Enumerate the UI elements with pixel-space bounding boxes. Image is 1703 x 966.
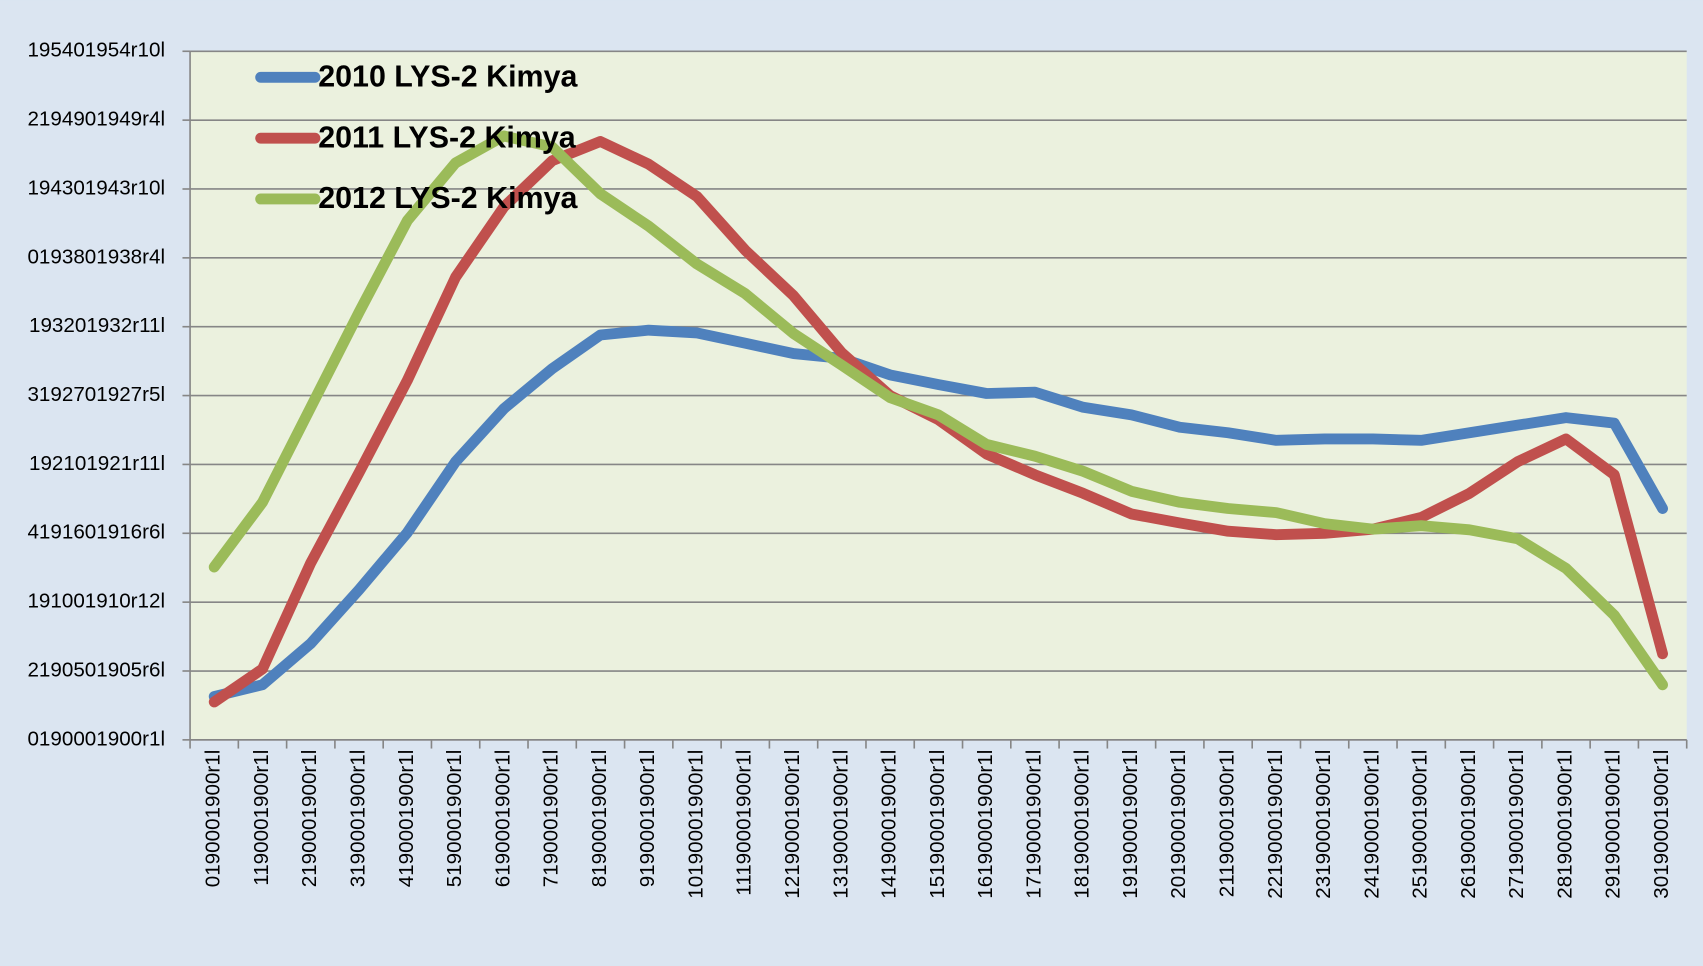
x-tick-label: 9190001900r1l — [636, 750, 659, 888]
x-tick-label: 8190001900r1l — [588, 750, 611, 888]
legend-label: 2010 LYS-2 Kimya — [318, 59, 578, 93]
x-tick-label: 30190001900r1l — [1650, 750, 1673, 899]
legend-label: 2011 LYS-2 Kimya — [318, 120, 577, 154]
x-tick-label: 10190001900r1l — [684, 750, 707, 899]
x-tick-label: 1190001900r1l — [250, 750, 273, 886]
x-tick-label: 24190001900r1l — [1360, 750, 1383, 899]
y-tick-label: 2190501905r6l — [27, 658, 165, 681]
x-tick-label: 16190001900r1l — [974, 750, 997, 899]
x-tick-label: 25190001900r1l — [1409, 750, 1432, 899]
y-tick-label: 191001910r12l — [27, 590, 165, 613]
x-tick-label: 22190001900r1l — [1264, 750, 1287, 899]
y-tick-label: 2194901949r4l — [27, 108, 165, 131]
x-tick-label: 6190001900r1l — [491, 750, 514, 888]
x-tick-label: 18190001900r1l — [1071, 750, 1094, 899]
x-tick-label: 19190001900r1l — [1119, 750, 1142, 899]
x-tick-label: 17190001900r1l — [1022, 750, 1045, 899]
x-tick-label: 5190001900r1l — [443, 750, 466, 888]
x-tick-label: 3190001900r1l — [346, 750, 369, 888]
legend-label: 2012 LYS-2 Kimya — [318, 181, 578, 215]
x-tick-label: 28190001900r1l — [1553, 750, 1576, 899]
x-tick-label: 11190001900r1l — [733, 750, 756, 896]
x-tick-label: 7190001900r1l — [540, 750, 563, 888]
x-tick-label: 13190001900r1l — [829, 750, 852, 899]
y-tick-label: 194301943r10l — [27, 176, 165, 199]
x-tick-label: 27190001900r1l — [1505, 750, 1528, 899]
x-tick-label: 23190001900r1l — [1312, 750, 1335, 899]
x-tick-label: 21190001900r1l — [1216, 750, 1239, 898]
x-tick-label: 4190001900r1l — [395, 750, 418, 888]
x-tick-label: 26190001900r1l — [1457, 750, 1480, 899]
y-tick-label: 3192701927r5l — [27, 383, 165, 406]
x-tick-label: 20190001900r1l — [1167, 750, 1190, 899]
x-tick-label: 29190001900r1l — [1602, 750, 1625, 899]
y-tick-label: 193201932r11l — [29, 314, 165, 337]
x-tick-label: 12190001900r1l — [781, 750, 804, 899]
y-tick-label: 192101921r11l — [29, 452, 165, 475]
y-tick-label: 195401954r10l — [27, 39, 165, 62]
series-line — [208, 324, 1668, 702]
series-line — [208, 130, 1668, 691]
y-tick-label: 0193801938r4l — [27, 245, 165, 268]
x-tick-label: 15190001900r1l — [926, 750, 949, 899]
y-tick-label: 0190001900r1l — [27, 727, 165, 750]
x-tick-label: 2190001900r1l — [298, 750, 321, 888]
y-tick-label: 4191601916r6l — [27, 521, 165, 544]
x-tick-label: 0190001900r1l — [202, 750, 225, 888]
x-tick-label: 14190001900r1l — [878, 750, 901, 899]
